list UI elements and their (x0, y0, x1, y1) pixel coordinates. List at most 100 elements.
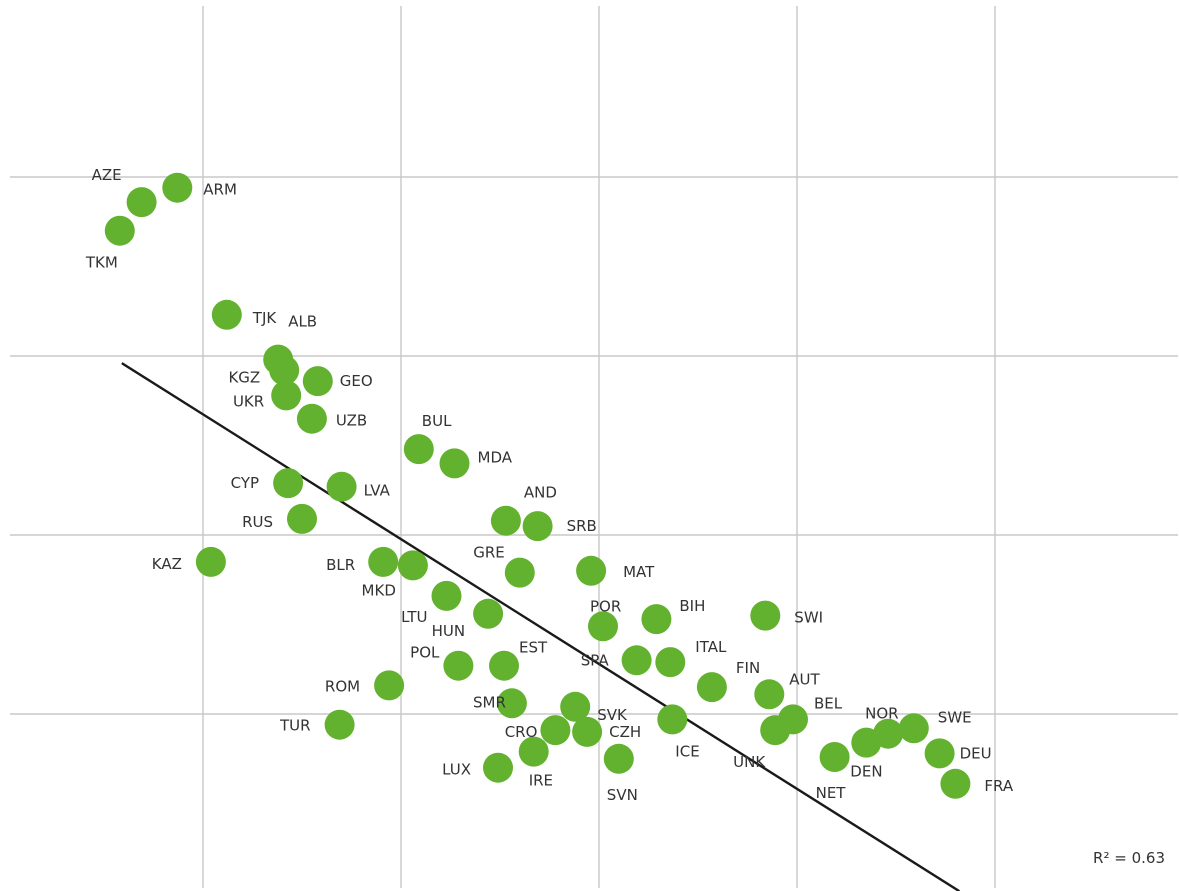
data-point-ire (518, 736, 549, 767)
data-label-arm: ARM (203, 181, 237, 199)
data-label-net: NET (816, 784, 847, 802)
data-label-pol: POL (410, 644, 440, 662)
data-label-spa: SPA (581, 651, 610, 669)
data-point-cyp (273, 468, 304, 499)
data-point-ukr (271, 380, 302, 411)
data-point-aze (126, 187, 157, 218)
data-point-por (588, 611, 618, 642)
data-point-fin (696, 672, 727, 703)
data-label-czh: CZH (609, 723, 641, 741)
data-labels: AZE ARM TKM TJK ALB KGZ GEO UKR UZB BUL MDA CYP LVA A… (85, 166, 1014, 804)
data-label-srb: SRB (567, 517, 597, 535)
data-point-svk (560, 691, 591, 722)
data-label-uzb: UZB (336, 412, 367, 430)
data-label-bel: BEL (814, 694, 843, 712)
data-label-den: DEN (850, 763, 882, 781)
data-label-ice: ICE (675, 742, 699, 760)
data-point-mda (439, 448, 470, 479)
data-label-lux: LUX (442, 761, 471, 779)
data-label-blr: BLR (326, 556, 355, 574)
data-label-cro: CRO (505, 723, 538, 741)
data-label-geo: GEO (340, 372, 373, 390)
data-label-fra: FRA (984, 777, 1013, 795)
data-point-est (489, 650, 519, 681)
data-point-svn (603, 743, 634, 774)
data-label-kaz: KAZ (152, 555, 182, 573)
r-squared-label: R² = 0.63 (1093, 849, 1165, 867)
data-point-cro (540, 715, 571, 746)
data-label-ukr: UKR (233, 392, 264, 410)
data-label-lva: LVA (364, 482, 391, 500)
data-label-bih: BIH (679, 597, 705, 615)
data-label-mat: MAT (623, 563, 655, 581)
data-label-tur: TUR (279, 717, 311, 735)
data-label-mkd: MKD (362, 581, 396, 599)
data-point-lva (326, 471, 357, 502)
data-point-gre (504, 557, 535, 588)
data-point-ice (657, 704, 688, 735)
data-label-swi: SWI (794, 609, 823, 627)
data-point-swi (750, 600, 781, 631)
data-point-aut (754, 679, 785, 710)
data-label-fin: FIN (736, 659, 760, 677)
data-point-arm (162, 172, 193, 203)
data-label-por: POR (590, 597, 621, 615)
data-point-fra (940, 768, 971, 799)
data-label-svk: SVK (597, 706, 628, 724)
data-point-unk (760, 715, 791, 746)
data-label-alb: ALB (288, 313, 317, 331)
data-point-tjk (211, 299, 242, 330)
data-label-svn: SVN (607, 786, 638, 804)
data-point-pol (443, 650, 474, 681)
data-label-swe: SWE (938, 708, 972, 726)
data-label-and: AND (524, 484, 557, 502)
trend-line (121, 362, 960, 891)
data-label-tkm: TKM (85, 254, 118, 272)
data-point-tkm (104, 215, 135, 246)
data-point-bih (641, 604, 672, 635)
data-label-kgz: KGZ (228, 368, 260, 386)
data-label-rus: RUS (242, 513, 273, 531)
data-label-cyp: CYP (231, 474, 259, 492)
data-point-ltu (431, 580, 462, 611)
data-point-ital (655, 647, 686, 678)
data-label-gre: GRE (473, 544, 505, 562)
data-label-rom: ROM (325, 677, 360, 695)
data-point-and (490, 505, 521, 536)
data-label-ire: IRE (529, 772, 553, 790)
data-point-kaz (195, 546, 226, 577)
data-point-bul (403, 434, 434, 465)
data-label-mda: MDA (478, 448, 513, 466)
data-point-lux (483, 752, 513, 783)
grid-lines (10, 6, 1178, 888)
data-label-unk: UNK (733, 753, 766, 771)
data-point-den (851, 727, 882, 758)
data-label-bul: BUL (422, 412, 452, 430)
data-points (104, 172, 971, 799)
data-label-nor: NOR (865, 705, 898, 723)
data-point-srb (522, 511, 553, 542)
data-label-ital: ITAL (695, 638, 727, 656)
data-point-geo (302, 366, 333, 397)
data-point-spa (621, 645, 652, 676)
data-point-czh (572, 716, 603, 747)
data-point-smr (496, 688, 527, 719)
data-point-tur (324, 709, 355, 740)
data-point-mkd (397, 550, 428, 581)
data-point-deu (924, 738, 955, 769)
data-label-aut: AUT (789, 670, 820, 688)
data-point-swe (898, 713, 929, 744)
data-label-tjk: TJK (252, 309, 278, 327)
data-point-net (819, 742, 850, 772)
data-label-est: EST (519, 639, 548, 657)
data-point-uzb (296, 403, 327, 434)
data-label-deu: DEU (960, 744, 992, 762)
data-label-aze: AZE (92, 166, 122, 184)
data-point-mat (576, 555, 607, 586)
data-point-kgz (269, 355, 300, 386)
data-point-rus (287, 503, 317, 534)
data-label-ltu: LTU (401, 608, 427, 626)
data-point-blr (368, 546, 399, 577)
data-point-hun (473, 598, 504, 629)
